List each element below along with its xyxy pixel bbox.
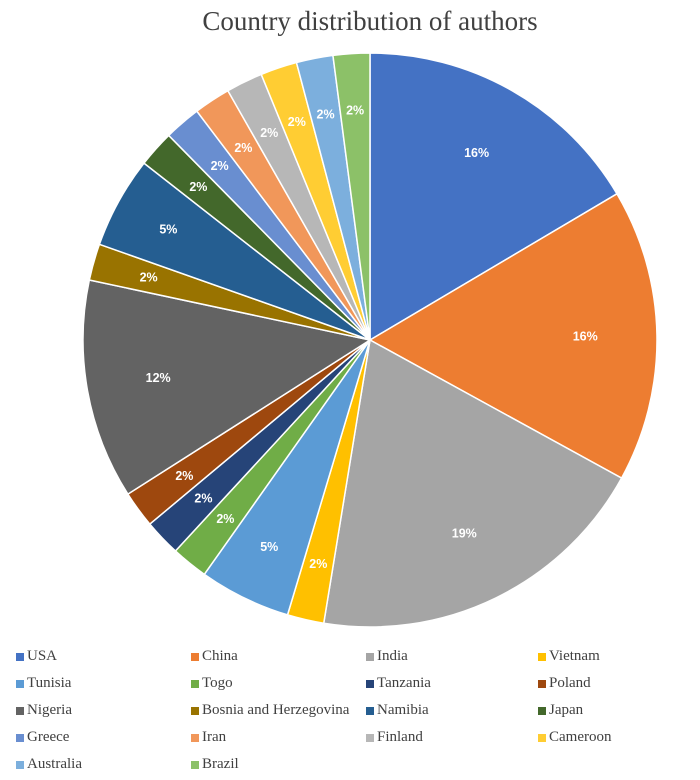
- data-label-cameroon: 2%: [288, 115, 306, 129]
- legend-label: Finland: [377, 729, 423, 745]
- legend-label: China: [202, 648, 238, 664]
- legend-item-togo: Togo: [191, 673, 366, 694]
- legend-item-australia: Australia: [16, 754, 191, 775]
- legend-swatch: [191, 652, 199, 661]
- legend-item-finland: Finland: [366, 727, 538, 748]
- pie-slice-usa: [369, 52, 619, 342]
- data-label-tunisia: 5%: [260, 540, 278, 554]
- legend-swatch: [191, 706, 199, 715]
- legend-swatch: [16, 760, 24, 769]
- legend-swatch: [16, 706, 24, 715]
- legend-item-iran: Iran: [191, 727, 366, 748]
- legend-label: Poland: [549, 675, 591, 691]
- data-label-poland: 2%: [175, 469, 193, 483]
- legend-item-nigeria: Nigeria: [16, 700, 191, 721]
- legend-label: Greece: [27, 729, 70, 745]
- legend-item-usa: USA: [16, 646, 191, 667]
- legend-swatch: [538, 706, 546, 715]
- legend-label: Nigeria: [27, 702, 72, 718]
- legend-swatch: [538, 679, 546, 688]
- legend-item-tanzania: Tanzania: [366, 673, 538, 694]
- chart-title: Country distribution of authors: [202, 6, 538, 36]
- legend-swatch: [16, 679, 24, 688]
- legend-swatch: [16, 652, 24, 661]
- pie-slice-india: [322, 338, 623, 628]
- legend-swatch: [366, 733, 374, 742]
- legend-swatch: [366, 679, 374, 688]
- data-label-china: 16%: [573, 330, 598, 344]
- legend-label: Iran: [202, 729, 227, 745]
- legend-swatch: [366, 706, 374, 715]
- legend-label: Australia: [27, 756, 82, 772]
- legend-item-vietnam: Vietnam: [538, 646, 696, 667]
- data-label-vietnam: 2%: [309, 557, 327, 571]
- legend-label: Tunisia: [27, 675, 72, 691]
- legend-swatch: [16, 733, 24, 742]
- data-label-togo: 2%: [216, 512, 234, 526]
- legend-item-china: China: [191, 646, 366, 667]
- legend-swatch: [366, 652, 374, 661]
- legend-item-cameroon: Cameroon: [538, 727, 696, 748]
- pie-slice-nigeria: [82, 279, 372, 496]
- data-label-iran: 2%: [234, 141, 252, 155]
- legend-label: Vietnam: [549, 648, 600, 664]
- data-label-nigeria: 12%: [146, 371, 171, 385]
- legend: USA China India Vietnam Tunisia Togo Tanzania P…: [16, 646, 696, 775]
- legend-item-namibia: Namibia: [366, 700, 538, 721]
- legend-swatch: [191, 760, 199, 769]
- data-label-australia: 2%: [317, 107, 335, 121]
- legend-swatch: [538, 733, 546, 742]
- data-label-usa: 16%: [464, 146, 489, 160]
- legend-label: Togo: [202, 675, 233, 691]
- data-label-india: 19%: [452, 526, 477, 540]
- legend-label: Brazil: [202, 756, 239, 772]
- legend-item-bosnia-and-herzegovina: Bosnia and Herzegovina: [191, 700, 366, 721]
- pie-slice-china: [368, 192, 658, 480]
- data-label-greece: 2%: [211, 159, 229, 173]
- legend-item-tunisia: Tunisia: [16, 673, 191, 694]
- legend-item-poland: Poland: [538, 673, 696, 694]
- data-label-bosnia-and-herzegovina: 2%: [140, 270, 158, 284]
- legend-label: India: [377, 648, 408, 664]
- legend-label: USA: [27, 648, 58, 664]
- data-label-namibia: 5%: [159, 222, 177, 236]
- legend-label: Japan: [549, 702, 584, 718]
- legend-swatch: [191, 733, 199, 742]
- legend-label: Tanzania: [377, 675, 431, 691]
- data-label-brazil: 2%: [346, 103, 364, 117]
- legend-item-japan: Japan: [538, 700, 696, 721]
- data-label-japan: 2%: [189, 180, 207, 194]
- legend-label: Bosnia and Herzegovina: [202, 702, 350, 718]
- pie-slice-brazil: [332, 52, 371, 341]
- legend-label: Namibia: [377, 702, 429, 718]
- legend-item-india: India: [366, 646, 538, 667]
- legend-item-greece: Greece: [16, 727, 191, 748]
- legend-swatch: [191, 679, 199, 688]
- data-label-finland: 2%: [260, 126, 278, 140]
- legend-swatch: [538, 652, 546, 661]
- legend-label: Cameroon: [549, 729, 612, 745]
- data-label-tanzania: 2%: [194, 492, 212, 506]
- legend-item-brazil: Brazil: [191, 754, 366, 775]
- pie-chart: 16%16%19%2%5%2%2%2%12%2%5%2%2%2%2%2%2% 2%: [82, 52, 658, 628]
